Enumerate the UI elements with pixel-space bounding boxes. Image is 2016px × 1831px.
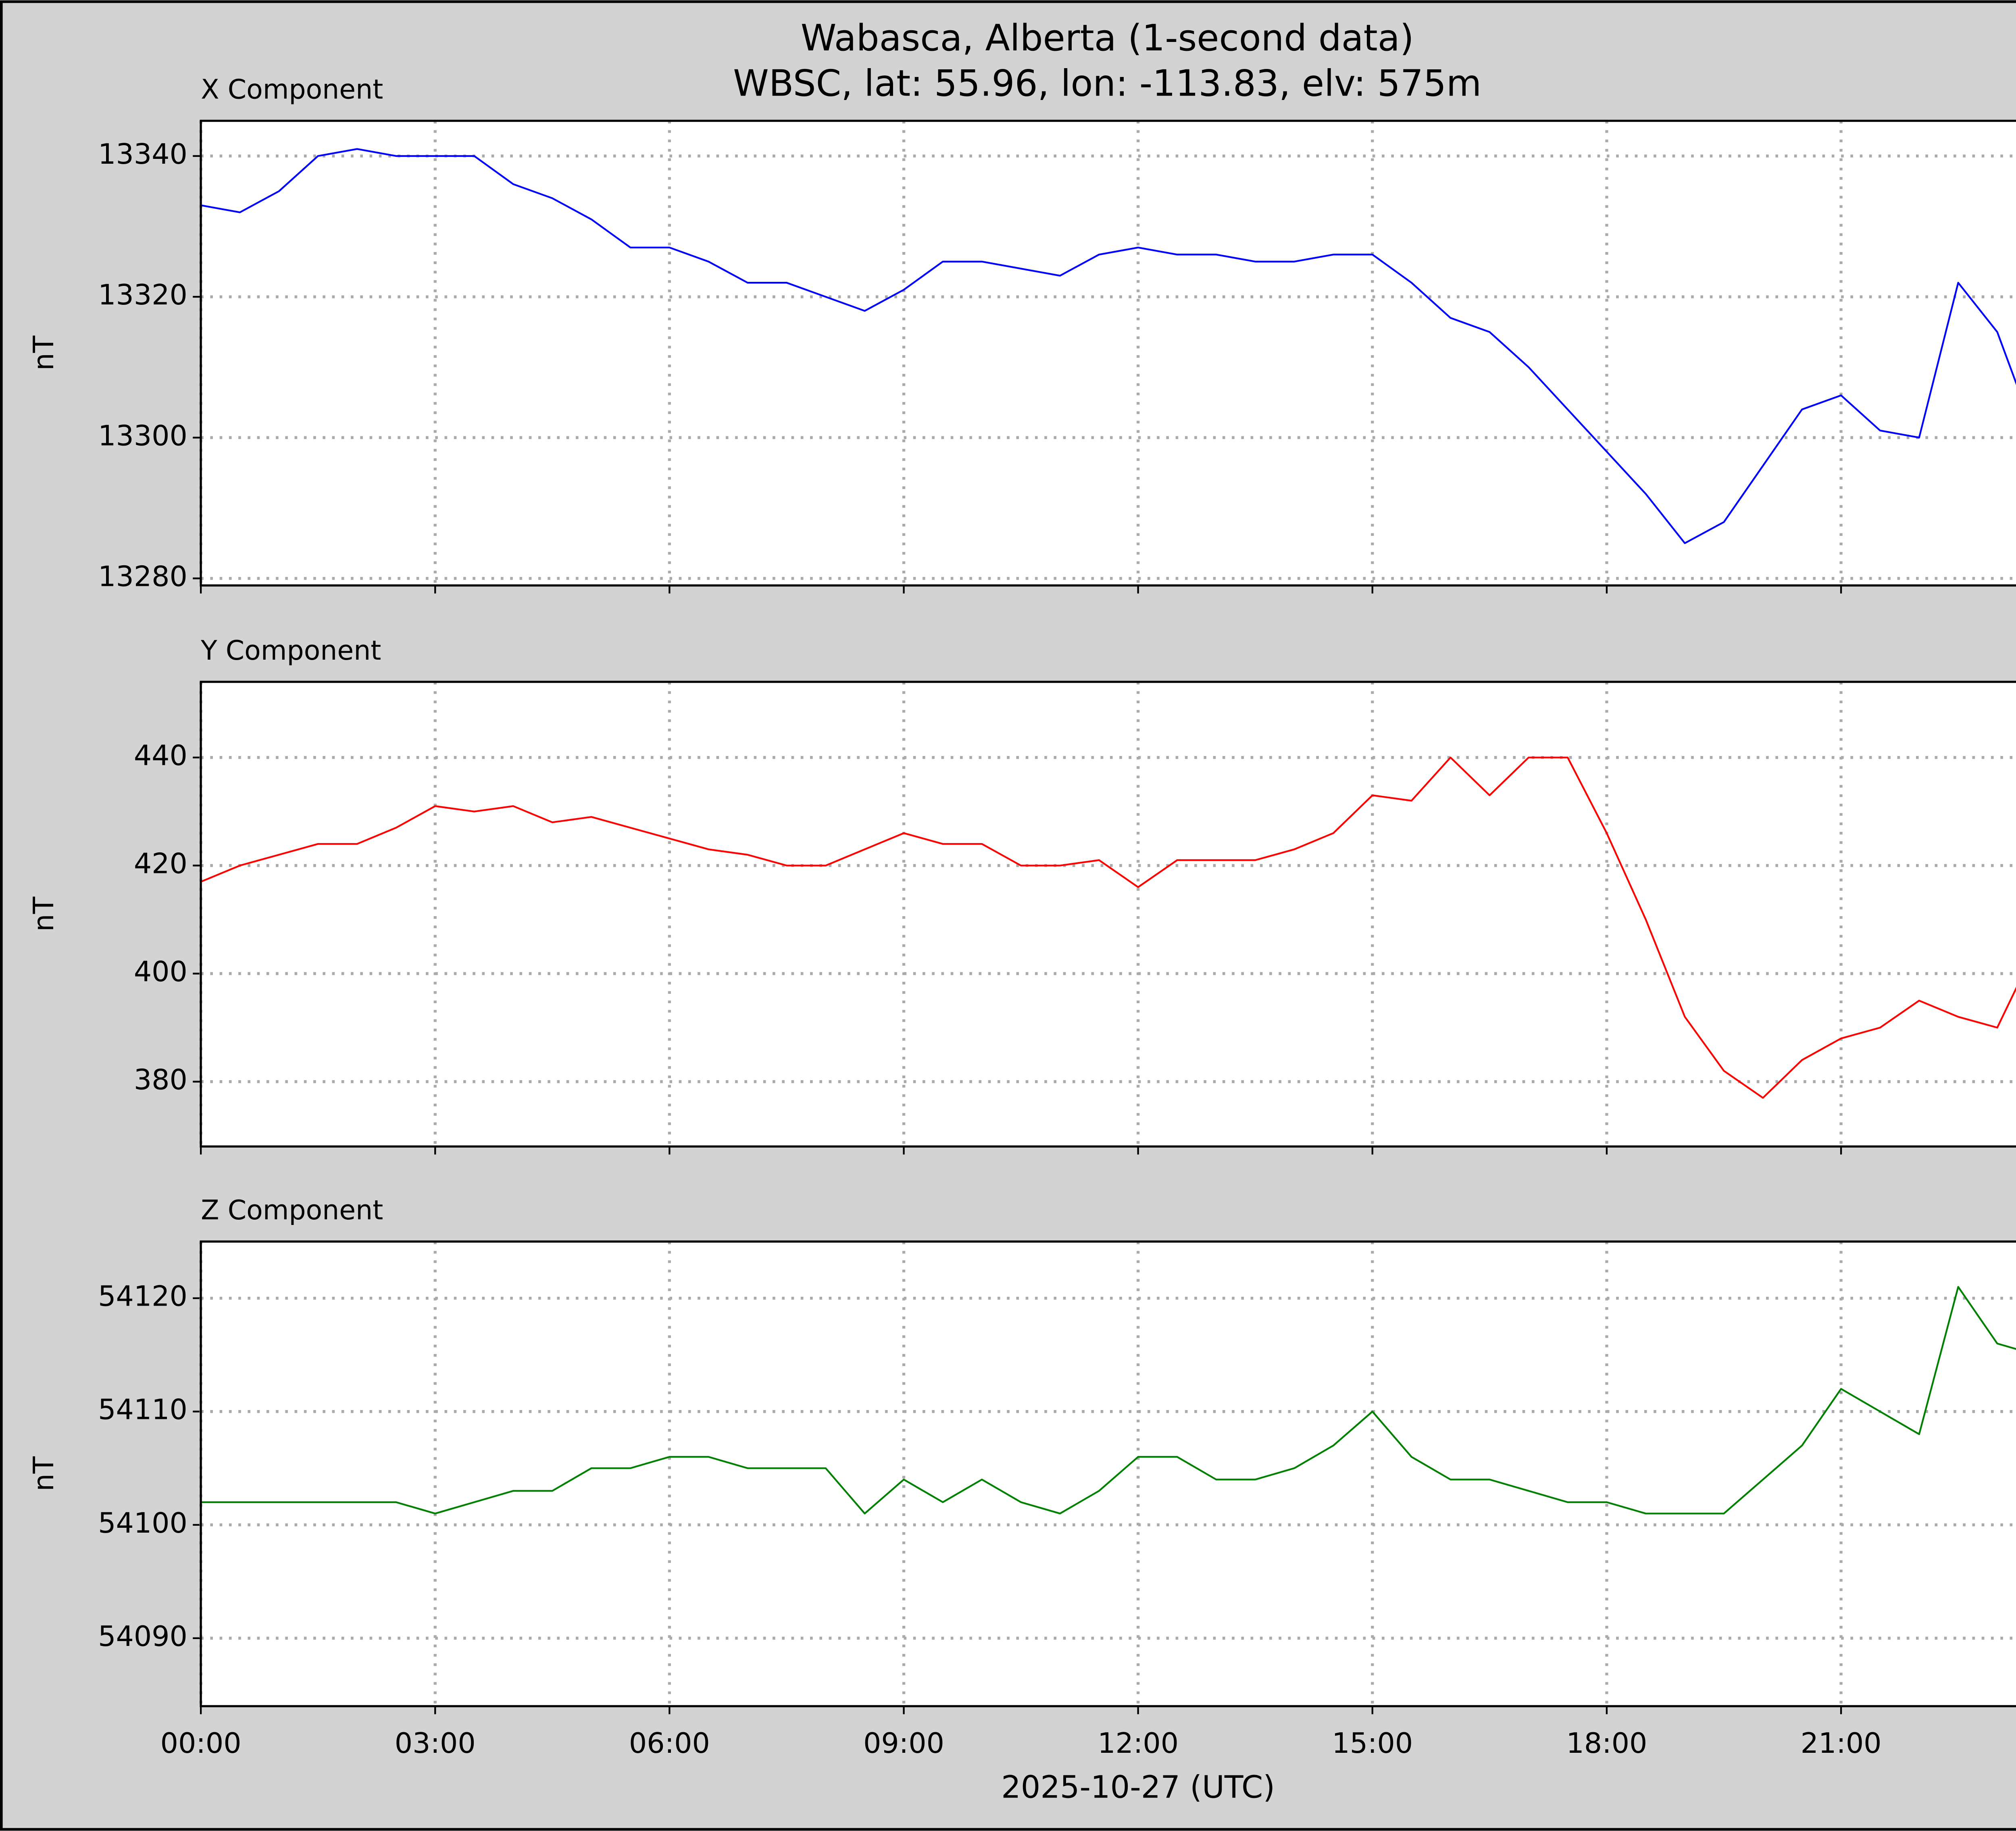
plot-area xyxy=(201,121,2016,585)
y-tick-label: 54090 xyxy=(98,1620,187,1653)
x-tick-label: 12:00 xyxy=(1098,1727,1179,1760)
x-tick-label: 15:00 xyxy=(1332,1727,1413,1760)
y-tick-label: 54110 xyxy=(98,1394,187,1426)
y-axis-label: nT xyxy=(27,896,60,931)
x-tick-label: 06:00 xyxy=(629,1727,710,1760)
y-axis-label: nT xyxy=(27,1456,60,1491)
y-tick-label: 13280 xyxy=(98,560,187,593)
y-tick-label: 380 xyxy=(134,1064,187,1096)
panel-title: Z Component xyxy=(201,1194,383,1226)
y-tick-label: 440 xyxy=(134,739,187,772)
panel-title: X Component xyxy=(201,74,383,105)
plot-area xyxy=(201,1241,2016,1706)
x-tick-label: 09:00 xyxy=(863,1727,944,1760)
x-tick-label: 18:00 xyxy=(1566,1727,1647,1760)
figure-title: Wabasca, Alberta (1-second data) xyxy=(801,17,1414,59)
x-tick-label: 21:00 xyxy=(1801,1727,1882,1760)
data-line xyxy=(200,756,2016,1099)
plot-frame xyxy=(200,681,2016,1148)
x-axis-label: 2025-10-27 (UTC) xyxy=(1001,1769,1275,1805)
plot-area xyxy=(201,682,2016,1147)
data-line xyxy=(200,148,2016,544)
panel-title: Y Component xyxy=(200,635,381,666)
data-line xyxy=(201,1286,2016,1514)
y-tick-label: 13320 xyxy=(98,279,187,311)
figure-subtitle: WBSC, lat: 55.96, lon: -113.83, elv: 575… xyxy=(733,63,1481,105)
y-tick-label: 54120 xyxy=(98,1280,187,1313)
y-tick-label: 400 xyxy=(134,956,187,988)
y-tick-label: 13340 xyxy=(98,138,187,171)
x-tick-label: 00:00 xyxy=(160,1727,242,1760)
y-tick-label: 420 xyxy=(134,848,187,880)
y-tick-label: 54100 xyxy=(98,1507,187,1539)
plot-frame xyxy=(200,119,2016,587)
y-tick-label: 13300 xyxy=(98,419,187,452)
y-axis-label: nT xyxy=(27,335,60,371)
plot-frame xyxy=(200,1240,2016,1708)
x-tick-label: 03:00 xyxy=(395,1727,476,1760)
